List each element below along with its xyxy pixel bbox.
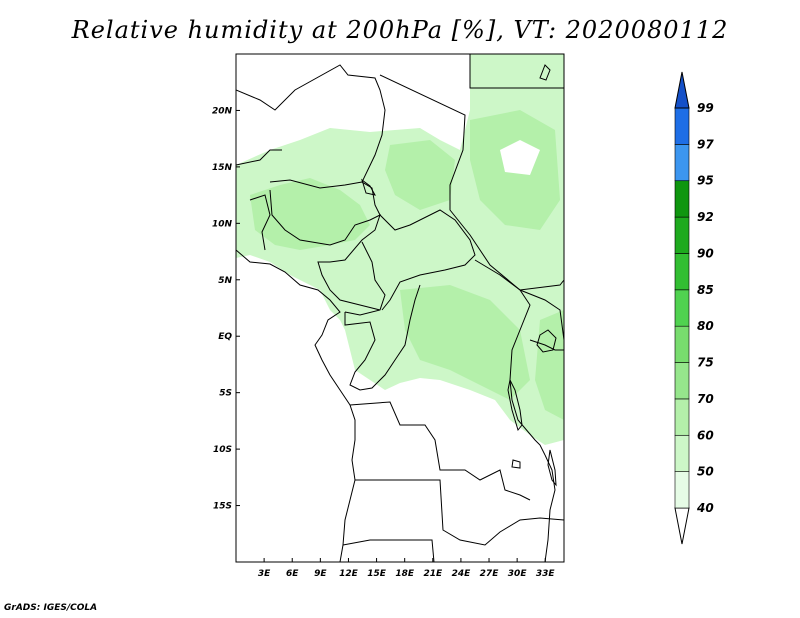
lon-tick-label: 3E xyxy=(258,569,271,579)
colorbar-label: 50 xyxy=(697,465,714,479)
humidity-region-patch-2 xyxy=(385,140,455,210)
lake-tanganyika xyxy=(507,378,523,432)
border-west-3 xyxy=(249,194,271,251)
humidity-field xyxy=(236,54,564,445)
border-car xyxy=(379,209,476,311)
colorbar-label: 99 xyxy=(697,101,714,115)
lon-tick-label: 33E xyxy=(536,569,556,579)
colorbar-segment xyxy=(674,362,690,400)
lon-tick-label: 6E xyxy=(286,569,299,579)
lon-tick-label: 24E xyxy=(452,569,472,579)
lat-tick-label: 10N xyxy=(212,219,233,229)
colorbar-label: 70 xyxy=(697,392,714,406)
colorbar-segment xyxy=(674,180,690,218)
lake-small-2 xyxy=(539,64,551,81)
lon-tick-label: 30E xyxy=(508,569,528,579)
border-south xyxy=(342,539,435,562)
lon-tick-label: 12E xyxy=(339,569,359,579)
lon-tick-label: 15E xyxy=(367,569,387,579)
border-west-1 xyxy=(236,149,282,166)
lat-tick-label: 20N xyxy=(212,106,233,116)
lon-tick-label: 9E xyxy=(314,569,327,579)
border-nigeria xyxy=(269,189,381,311)
colorbar-lower-triangle xyxy=(674,507,690,545)
humidity-region-patch-4 xyxy=(400,285,530,400)
colorbar-segment xyxy=(674,434,690,472)
colorbar-label: 95 xyxy=(697,174,714,188)
colorbar-label: 60 xyxy=(697,428,714,442)
colorbar-segment xyxy=(674,253,690,291)
lat-tick-label: 10S xyxy=(213,445,232,455)
border-west-2 xyxy=(269,179,363,189)
border-angola xyxy=(355,479,564,546)
latitude-axis: 20N 15N 10N 5N EQ 5S 10S 15S xyxy=(212,106,240,512)
colorbar-label: 75 xyxy=(697,356,714,370)
colorbar-label: 90 xyxy=(697,246,714,260)
colorbar-upper-triangle xyxy=(674,71,690,109)
colorbar-segment xyxy=(674,471,690,509)
colorbar-segment xyxy=(674,144,690,182)
lon-tick-label: 21E xyxy=(423,569,443,579)
lat-tick-label: 15S xyxy=(213,502,232,512)
border-north-1 xyxy=(236,64,386,216)
lake-small-1 xyxy=(511,459,521,469)
colorbar-label: 85 xyxy=(697,283,714,297)
longitude-axis: 3E 6E 9E 12E 15E 18E 21E 24E 27E 30E 33E xyxy=(258,558,556,579)
lake-chad xyxy=(361,178,376,196)
colorbar-segment xyxy=(674,107,690,145)
border-drc xyxy=(474,259,546,456)
colorbar-segment xyxy=(674,289,690,327)
colorbar-segment xyxy=(674,216,690,254)
humidity-region-patch-5 xyxy=(535,310,564,420)
lon-tick-label: 27E xyxy=(480,569,500,579)
boundaries xyxy=(236,54,564,562)
border-congo xyxy=(344,284,421,391)
map-title: Relative humidity at 200hPa [%], VT: 202… xyxy=(71,16,729,44)
colorbar-segment xyxy=(674,325,690,363)
grads-credit: GrADS: IGES/COLA xyxy=(4,603,98,613)
lat-tick-label: 15N xyxy=(212,163,233,173)
coastline xyxy=(236,249,356,562)
border-north-3 xyxy=(469,54,564,89)
colorbar-label: 80 xyxy=(697,319,714,333)
colorbar-label: 40 xyxy=(696,501,714,515)
humidity-region-patch-1 xyxy=(250,178,370,250)
colorbar: 40 50 60 70 75 80 85 90 92 95 97 99 xyxy=(674,71,714,545)
lake-victoria xyxy=(536,329,557,353)
dry-region-northeast xyxy=(500,140,540,175)
lat-tick-label: 5S xyxy=(219,389,232,399)
plot-frame xyxy=(235,53,565,563)
border-east-1 xyxy=(519,289,564,341)
colorbar-label: 97 xyxy=(697,137,714,151)
lake-malawi xyxy=(547,449,557,487)
colorbar-segment xyxy=(674,398,690,436)
border-drc-south xyxy=(349,401,531,501)
border-north-2 xyxy=(379,74,564,291)
lon-tick-label: 18E xyxy=(395,569,415,579)
border-east-3 xyxy=(544,454,556,562)
colorbar-label: 92 xyxy=(697,210,714,224)
dry-region-north xyxy=(236,54,455,150)
border-cameroon xyxy=(344,241,386,316)
lat-tick-label: 5N xyxy=(218,276,232,286)
lat-tick-label: EQ xyxy=(218,332,232,342)
